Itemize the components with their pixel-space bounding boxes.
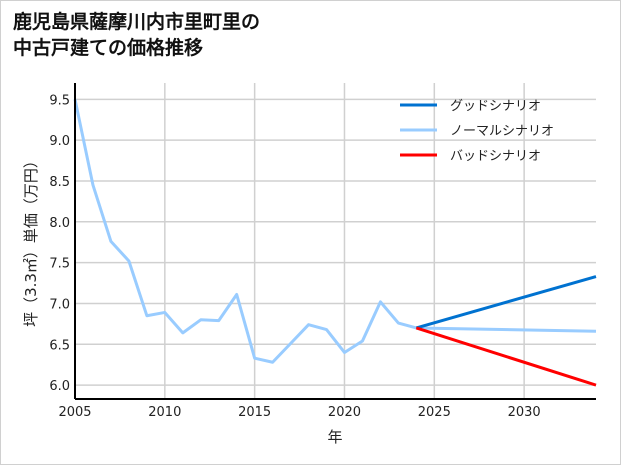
legend-label-2: バッドシナリオ [450,149,541,164]
series-line-2 [415,326,597,387]
y-axis-label: 坪（3.3㎡）単価（万円） [22,153,40,327]
x-tick-label: 2015 [238,405,271,420]
title-line-2: 中古戸建ての価格推移 [13,37,204,59]
x-tick-label: 2020 [328,405,361,420]
y-tick-label: 8.0 [49,216,70,231]
series-line-1 [73,99,597,364]
legend-label-0: グッドシナリオ [450,99,541,114]
legend-label-1: ノーマルシナリオ [450,124,554,139]
x-tick-label: 2005 [58,405,91,420]
y-tick-label: 9.5 [49,93,70,108]
title-line-1: 鹿児島県薩摩川内市里町里の [13,11,261,33]
chart-title: 鹿児島県薩摩川内市里町里の 中古戸建ての価格推移 [13,9,260,61]
y-tick-label: 6.0 [49,379,70,394]
y-tick-label: 7.5 [49,257,70,272]
series-line-0 [415,275,597,330]
y-tick-label: 8.5 [49,175,70,190]
x-axis-label: 年 [327,428,342,446]
x-tick-label: 2025 [418,405,451,420]
y-tick-label: 6.5 [49,338,70,353]
x-tick-label: 2010 [148,405,181,420]
y-tick-label: 7.0 [49,297,70,312]
x-tick-label: 2030 [508,405,541,420]
y-tick-label: 9.0 [49,134,70,149]
